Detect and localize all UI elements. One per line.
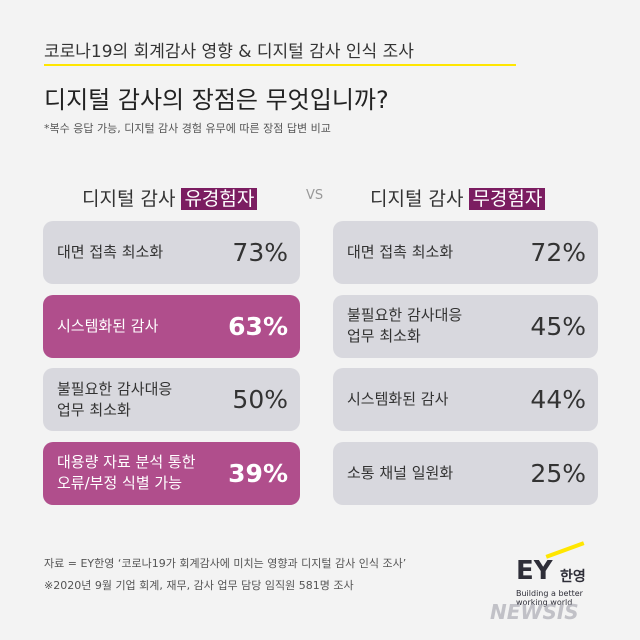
vs: VS (306, 188, 324, 203)
answer-value: 73% (232, 238, 288, 267)
underline (44, 64, 516, 66)
answer-box: 시스템화된 감사 44% (333, 368, 598, 431)
answer-text: 대면 접촉 최소화 (57, 242, 163, 263)
answer-value: 72% (530, 238, 586, 267)
group-label: 디지털 감사 유경험자 (82, 184, 258, 211)
answer-box: 대면 접촉 최소화 72% (333, 221, 598, 284)
answer-box: 시스템화된 감사 63% (43, 294, 300, 358)
answer-line: 업무 최소화 (347, 327, 421, 345)
answer-value: 63% (228, 311, 288, 341)
answer-box: 소통 채널 일원화 25% (333, 441, 598, 505)
logo-mark: EY (516, 556, 553, 586)
answer-line: 불필요한 감사대응 (57, 379, 173, 398)
answer-line: 소통 채널 일원화 (347, 463, 454, 482)
answer-value: 44% (530, 385, 586, 414)
note: *복수 응답 가능, 디지털 감사 경험 유무에 따른 장점 답변 비교 (44, 122, 331, 135)
answer-line: 대면 접촉 최소화 (347, 243, 454, 261)
answer-text: 소통 채널 일원화 (347, 463, 453, 484)
survey: ※2020년 9월 기업 회계, 재무, 감사 업무 담당 임직원 581명 조… (44, 579, 354, 592)
answer-line: 업무 최소화 (57, 400, 131, 419)
source: 자료 = EY한영 ‘코로나19가 회계감사에 미치는 영향과 디지털 감사 인… (44, 557, 407, 570)
group-text: 디지털 감사 (370, 188, 464, 210)
answer-box: 대면 접촉 최소화 73% (43, 221, 300, 284)
answer-line: 오류/부정 식별 가능 (57, 474, 182, 492)
group-text: 디지털 감사 (82, 188, 176, 210)
title: 디지털 감사의 장점은 무엇입니까? (44, 86, 389, 114)
answer-line: 불필요한 감사대응 (347, 306, 463, 324)
logo-tagline: Building a better working world (516, 589, 583, 607)
group-tag: 유경험자 (181, 188, 258, 210)
watermark: NEWSIS (490, 600, 579, 624)
answer-value: 25% (530, 458, 586, 488)
answer-value: 39% (228, 458, 288, 488)
answer-value: 50% (232, 385, 288, 414)
answer-line: 시스템화된 감사 (347, 390, 449, 408)
answer-line: 대용량 자료 분석 통한 (57, 453, 196, 471)
topic: 코로나19의 회계감사 영향 & 디지털 감사 인식 조사 (44, 42, 414, 62)
answer-text: 대면 접촉 최소화 (347, 242, 453, 263)
logo-name: 한영 (560, 569, 586, 585)
answer-value: 45% (530, 311, 586, 341)
answer-text: 시스템화된 감사 (57, 316, 158, 337)
answer-line: 대면 접촉 최소화 (57, 243, 164, 261)
group-label: 디지털 감사 무경험자 (370, 184, 546, 211)
answer-text: 시스템화된 감사 (347, 389, 448, 410)
answer-line: 시스템화된 감사 (57, 316, 159, 335)
group-tag: 무경험자 (469, 188, 546, 210)
